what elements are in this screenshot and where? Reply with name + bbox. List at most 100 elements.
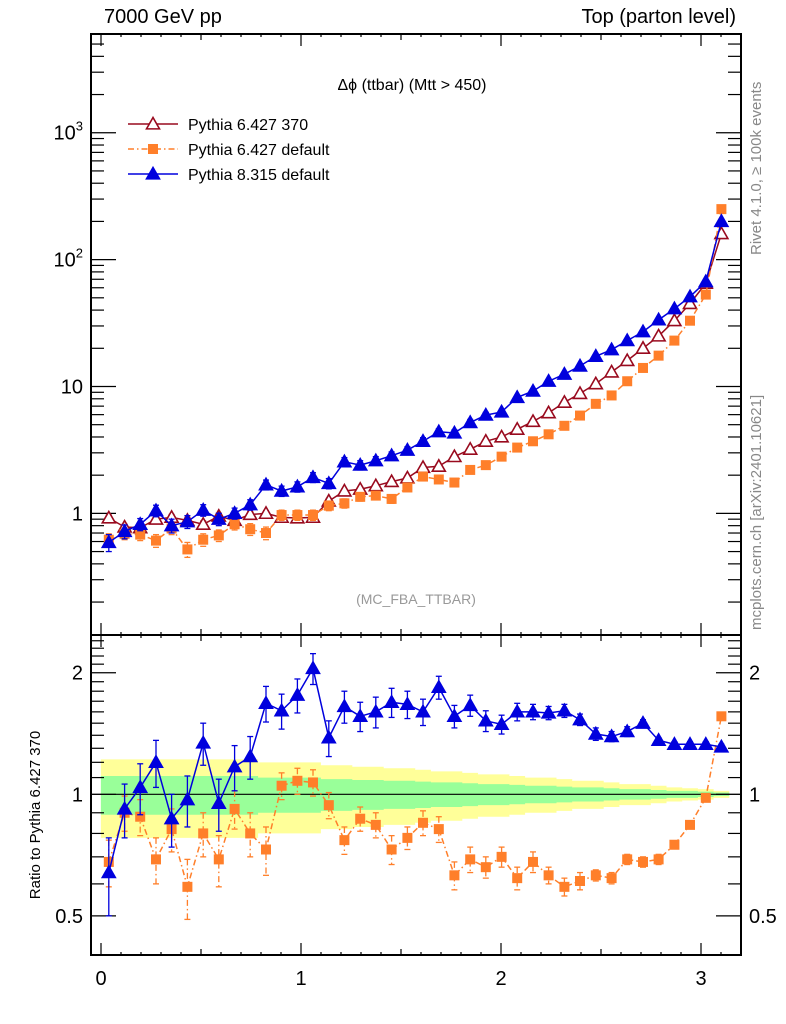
data-point	[496, 451, 507, 462]
data-point	[559, 420, 570, 431]
data-point	[258, 505, 274, 520]
data-point	[305, 469, 321, 484]
data-point	[151, 535, 161, 546]
data-point	[226, 505, 243, 520]
y-tick-label: 102	[54, 246, 83, 272]
data-point	[245, 828, 256, 839]
header-left-energy: 7000 GeV pp	[104, 6, 222, 28]
data-point	[399, 696, 416, 711]
data-point	[179, 513, 196, 528]
data-point	[650, 327, 667, 342]
data-point	[320, 729, 337, 744]
data-point	[135, 811, 146, 822]
data-point	[308, 777, 318, 788]
main-series-pythia-8-315-default	[100, 213, 730, 553]
y-tick-label: 10	[61, 376, 83, 398]
main-series-pythia-6-427-370	[100, 225, 730, 534]
data-point	[273, 482, 290, 497]
data-point	[606, 873, 617, 884]
ratio-frame	[90, 634, 742, 956]
data-point	[543, 870, 554, 881]
data-point	[572, 385, 588, 400]
data-point	[700, 792, 711, 803]
data-point	[336, 698, 353, 713]
data-point	[352, 708, 369, 722]
data-point	[415, 703, 431, 718]
data-point	[587, 348, 604, 362]
data-point	[575, 875, 585, 886]
y-tick-exponent: 3	[76, 119, 83, 134]
main-panel: 1 10 102 103 Δϕ (ttbar) (Mtt > 450) (MC_FBA_T…	[54, 33, 742, 636]
header-right-process: Top (parton level)	[581, 6, 736, 28]
data-point	[210, 511, 227, 525]
legend-label: Pythia 6.427 default	[188, 142, 330, 159]
data-point	[430, 423, 447, 438]
data-point	[258, 695, 274, 709]
data-point	[258, 476, 274, 491]
data-point	[622, 376, 633, 387]
ratio-y-tick-label-right: 1	[749, 784, 760, 806]
data-point	[477, 406, 494, 421]
data-point	[496, 851, 507, 862]
data-point	[603, 363, 620, 378]
data-point	[148, 754, 164, 768]
data-point	[666, 312, 683, 327]
data-point	[386, 493, 397, 504]
data-point	[320, 475, 337, 490]
data-point	[525, 382, 541, 397]
data-point	[540, 704, 557, 719]
data-point	[465, 854, 476, 865]
data-point	[697, 736, 714, 750]
data-point	[402, 832, 413, 843]
ratio-y-tick-label-right: 2	[749, 663, 760, 685]
data-point	[653, 854, 664, 865]
data-point	[415, 433, 431, 447]
data-point	[669, 839, 680, 850]
data-point	[480, 460, 491, 471]
data-point	[352, 457, 369, 471]
data-point	[116, 800, 133, 815]
series-line	[108, 233, 723, 529]
data-point	[433, 824, 444, 835]
data-point	[465, 464, 476, 475]
data-point	[383, 694, 400, 708]
data-point	[700, 289, 711, 300]
data-point	[430, 458, 447, 472]
data-point	[289, 687, 306, 701]
data-point	[666, 300, 683, 315]
data-point	[480, 862, 491, 873]
legend-item: Pythia 6.427 default	[128, 142, 330, 159]
data-point	[590, 870, 601, 881]
data-point	[418, 817, 428, 828]
data-point	[493, 716, 510, 731]
data-point	[323, 800, 334, 811]
data-point	[449, 477, 460, 488]
ratio-y-tick-label: 2	[72, 663, 83, 685]
data-point	[135, 529, 146, 540]
data-point	[587, 375, 604, 390]
data-point	[336, 482, 353, 497]
data-point	[603, 728, 620, 743]
data-point	[697, 273, 714, 288]
uncertainty-band-inner	[100, 775, 730, 815]
data-point	[543, 429, 554, 440]
data-point	[383, 447, 400, 462]
data-point	[355, 813, 366, 824]
data-point	[682, 288, 698, 303]
data-point	[462, 441, 479, 455]
data-point	[512, 873, 523, 884]
data-point	[179, 791, 196, 806]
y-tick-label: 1	[72, 503, 83, 525]
data-point	[210, 795, 227, 809]
series-line	[108, 716, 723, 890]
data-point	[682, 736, 698, 750]
data-point	[477, 433, 494, 447]
data-point	[402, 482, 413, 493]
data-point	[446, 448, 463, 463]
data-point	[540, 404, 557, 419]
data-point	[367, 703, 384, 718]
data-point	[716, 711, 727, 722]
data-point	[100, 534, 117, 549]
data-point	[418, 471, 428, 482]
series-line	[108, 666, 722, 873]
